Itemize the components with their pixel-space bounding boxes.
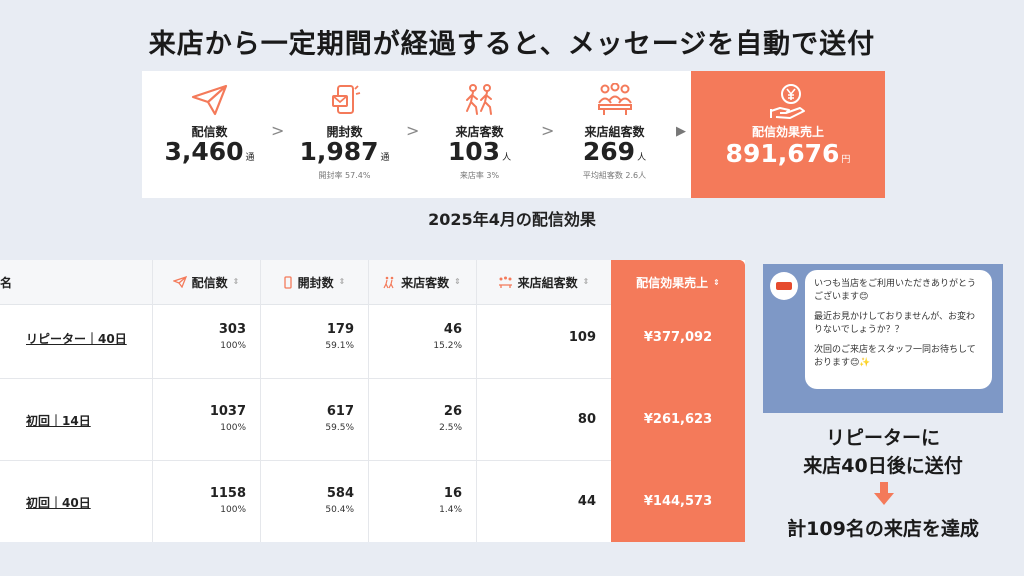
phone-open-icon [283,275,292,289]
walking-people-icon [412,83,547,119]
campaign-table: 名 配信数 ⇕ 開封数 ⇕ 来店客数 ⇕ 来店組客数 ⇕ 配信効果売上 ⇕ リピーター｜4… [0,260,745,542]
funnel-sub: 来店率 3% [459,171,500,180]
yen-hand-icon [691,83,885,121]
arrow-down-icon [874,482,894,505]
column-header-revenue[interactable]: 配信効果売上 ⇕ [611,260,745,305]
funnel-value: 103 人 [447,137,512,166]
funnel-step-opened: 開封数 1,987 通 開封率 57.4% [277,71,412,198]
group-table-icon [498,276,512,288]
funnel-value: 891,676 円 [725,139,851,168]
paper-plane-icon [172,276,187,288]
funnel-final-revenue: 配信効果売上 891,676 円 [691,71,885,198]
funnel-step-sent: 配信数 3,460 通 [142,71,277,198]
message-paragraph: 最近お見かけしておりませんが、お変わりないでしょうか？？ [814,312,976,335]
funnel-sub: 開封率 57.4% [318,171,371,180]
cell-revenue: ¥144,573 [643,494,713,509]
funnel-label: 配信効果売上 [751,125,824,139]
cell-revenue: ¥261,623 [643,412,713,427]
revenue-column-bg [611,260,745,542]
campaign-name-link[interactable]: 初回｜14日 [26,414,91,428]
column-divider [260,260,261,542]
funnel-value: 1,987 通 [299,137,390,166]
cell-groups: 80 [577,412,596,427]
funnel-label: 来店組客数 [584,125,645,139]
message-paragraph: 次回のご来店をスタッフ一同お待ちしております😊✨ [814,345,976,368]
funnel-step-groups: 来店組客数 269 人 平均組客数 2.6人 [547,71,682,198]
cell-sent: 1037 100% [209,404,246,433]
cell-revenue: ¥377,092 [643,330,713,345]
sort-icon[interactable]: ⇕ [232,277,240,286]
sort-icon[interactable]: ⇕ [713,277,720,287]
cell-visitors: 46 15.2% [433,322,462,351]
funnel-step-visitors: 来店客数 103 人 来店率 3% [412,71,547,198]
period-title: 2025年4月の配信効果 [428,210,596,229]
column-header-opened[interactable]: 開封数 ⇕ [260,260,368,305]
column-divider [368,260,369,542]
funnel-label: 来店客数 [455,125,504,139]
caption-line: 来店40日後に送付 [803,455,963,477]
column-divider [476,260,477,542]
funnel-summary: 配信数 3,460 通 > 開封数 1,987 通 開封率 57.4% > 来店客数… [142,71,885,198]
column-header-groups[interactable]: 来店組客数 ⇕ [476,260,611,305]
campaign-name-link[interactable]: 初回｜40日 [26,496,91,510]
row-divider [0,378,611,379]
funnel-value: 269 人 [582,137,647,166]
group-table-icon [547,83,682,119]
funnel-sub: 平均組客数 2.6人 [582,171,647,180]
column-header-name[interactable]: 名 [0,260,152,305]
column-divider [152,260,153,542]
message-bubble: いつも当店をご利用いただきありがとうございます😊 最近お見かけしておりませんが、… [805,270,992,389]
funnel-label: 配信数 [191,125,228,139]
sort-icon[interactable]: ⇕ [338,277,346,286]
cell-visitors: 16 1.4% [439,486,462,515]
result-caption: 計109名の来店を達成 [787,518,979,540]
sort-icon[interactable]: ⇕ [582,277,590,286]
caption-line: リピーターに [825,427,940,449]
funnel-label: 開封数 [326,125,363,139]
cell-sent: 303 100% [218,322,246,351]
cell-groups: 109 [568,330,596,345]
headline: 来店から一定期間が経過すると、メッセージを自動で送付 [148,29,876,60]
paper-plane-icon [142,83,277,119]
cell-opened: 179 59.1% [325,322,354,351]
walking-people-icon [383,276,394,288]
cell-opened: 617 59.5% [325,404,354,433]
funnel-value: 3,460 通 [164,137,255,166]
cell-groups: 44 [577,494,596,509]
cell-opened: 584 50.4% [325,486,354,515]
cell-visitors: 26 2.5% [439,404,462,433]
avatar [770,272,798,300]
message-paragraph: いつも当店をご利用いただきありがとうございます😊 [814,279,977,302]
store-logo-icon [776,282,792,290]
sort-icon[interactable]: ⇕ [454,277,461,286]
column-header-visitors[interactable]: 来店客数 ⇕ [368,260,476,305]
phone-open-icon [277,83,412,119]
row-divider [0,460,611,461]
cell-sent: 1158 100% [209,486,246,515]
campaign-name-link[interactable]: リピーター｜40日 [26,332,127,346]
column-header-sent[interactable]: 配信数 ⇕ [152,260,260,305]
